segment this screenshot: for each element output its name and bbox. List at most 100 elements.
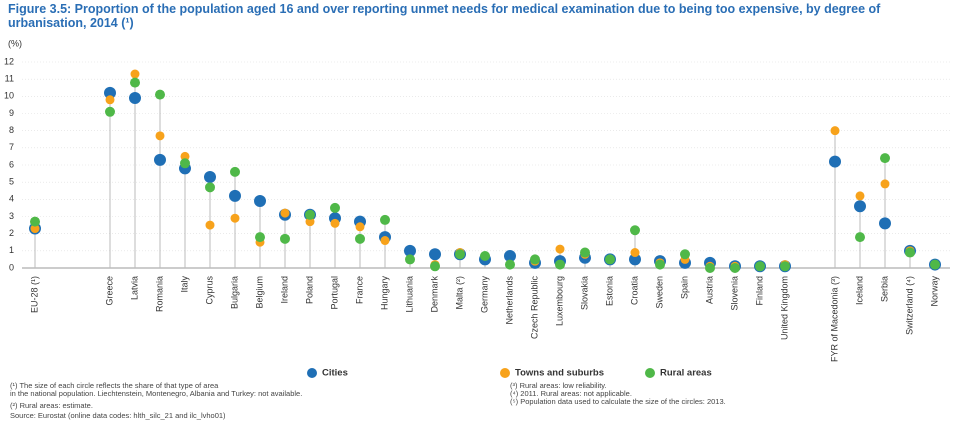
y-tick-label: 6 [9,159,14,169]
dot [104,86,116,99]
dot [504,249,516,262]
dot [330,202,340,213]
dot [355,233,365,244]
x-tick-label: Spain [679,276,689,299]
dot [280,233,290,244]
legend-label: Rural areas [660,368,712,379]
x-tick-label: Austria [704,276,714,304]
dot [305,217,315,227]
x-tick-label: Bulgaria [229,276,239,309]
dot [155,131,165,141]
dot [430,261,440,272]
footnote: (¹) The size of each circle reflects the… [10,381,302,398]
dot [129,92,141,105]
dot [605,254,615,265]
dot [555,259,565,270]
x-tick-label: France [354,276,364,304]
dot [155,89,165,100]
y-tick-label: 7 [9,142,14,152]
dot [879,217,891,230]
dot [229,189,241,202]
dot [330,218,340,228]
x-tick-label: EU-28 (¹) [29,276,39,313]
dot [755,261,765,272]
x-tick-label: Croatia [629,276,639,305]
dot [230,166,240,177]
dot [230,213,240,223]
dot [829,155,841,168]
dot [305,209,315,220]
x-tick-label: Lithuania [404,276,414,313]
x-tick-label: Luxembourg [554,276,564,326]
y-tick-label: 4 [9,194,14,204]
x-tick-label: Norway [929,276,939,307]
y-tick-label: 8 [9,125,14,135]
x-tick-label: Italy [179,276,189,293]
x-tick-label: Czech Republic [529,276,539,340]
x-tick-label: Belgium [254,276,264,309]
dot [255,232,265,243]
dot [380,214,390,225]
dot [130,77,140,88]
x-tick-label: Germany [479,276,489,314]
dot [630,248,640,258]
x-tick-label: Iceland [854,276,864,305]
y-tick-label: 11 [5,74,14,84]
dot [705,263,715,273]
x-tick-label: FYR of Macedonia (³) [829,276,839,362]
dot [404,244,416,257]
dot [905,247,915,258]
legend-swatch [645,368,655,378]
dot [629,253,641,266]
dot [930,259,940,270]
y-tick-label: 5 [9,177,14,187]
dot [30,216,40,227]
source: Source: Eurostat (online data codes: hlt… [10,411,226,420]
dot [480,250,490,261]
footnote: (²) Rural areas: estimate. [10,401,93,410]
dot [30,224,40,234]
dot [580,247,590,258]
dot [530,254,540,265]
x-tick-label: Sweden [654,276,664,309]
dot [180,151,190,161]
dot [730,263,740,273]
y-tick-label: 2 [9,228,14,238]
x-tick-label: Slovenia [729,276,739,311]
x-tick-label: Finland [754,276,764,306]
dot [254,195,266,208]
x-tick-label: Ireland [279,276,289,304]
dot [204,171,216,184]
dot [880,179,890,189]
x-tick-label: Switzerland (⁴) [904,276,914,335]
legend-swatch [307,368,317,378]
dot [205,182,215,193]
footnote: (⁴) 2011. Rural areas: not applicable. [510,389,632,398]
x-tick-label: Poland [304,276,314,304]
dot [105,106,115,117]
legend-swatch [500,368,510,378]
x-tick-label: United Kingdom [779,276,789,340]
y-tick-label: 3 [9,211,14,221]
dot [780,261,790,272]
x-tick-label: Malta (²) [454,276,464,310]
dot [455,249,465,260]
footnote: (⁵) Population data used to calculate th… [510,397,726,406]
dot [180,158,190,169]
dot [130,69,140,79]
dot [830,126,840,136]
x-tick-label: Slovakia [579,276,589,310]
dot [680,249,690,260]
footnote: (³) Rural areas: low reliability. [510,381,607,390]
dot [655,259,665,270]
y-tick-label: 0 [9,262,14,272]
dot [630,225,640,236]
x-tick-label: Serbia [879,276,889,302]
dot [855,191,865,201]
dot [105,95,115,105]
dot [505,259,515,270]
dot [880,153,890,164]
x-tick-label: Estonia [604,276,614,306]
legend-label: Cities [322,368,348,379]
x-tick-label: Hungary [379,276,389,311]
